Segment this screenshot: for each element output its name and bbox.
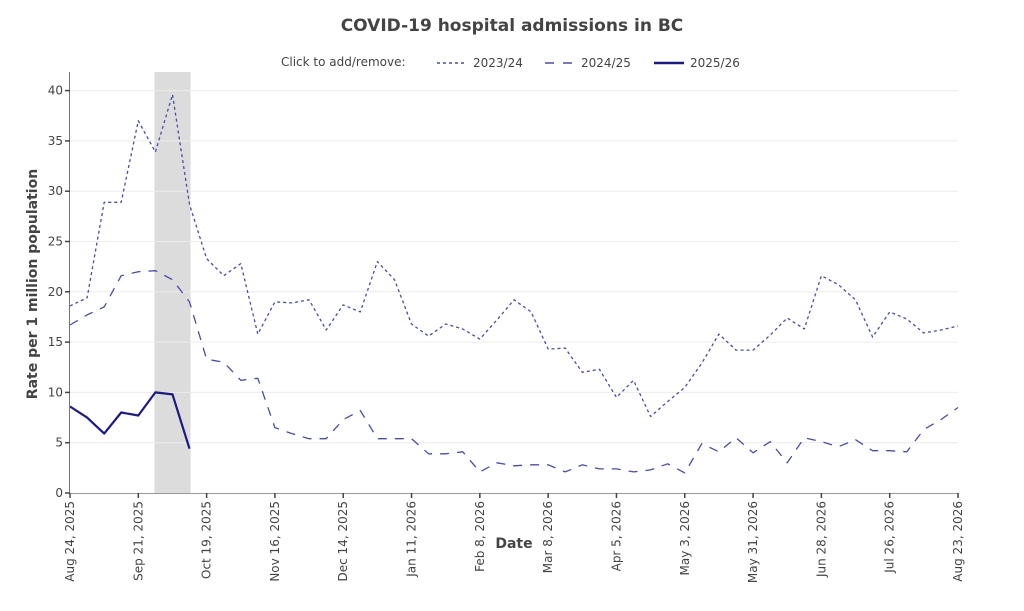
- legend-prefix: Click to add/remove:: [281, 55, 406, 69]
- y-tick-label: 10: [48, 385, 63, 399]
- legend-item-2024-25[interactable]: 2024/25: [545, 56, 631, 70]
- legend: Click to add/remove: 2023/24 2024/25 2025/…: [281, 55, 740, 70]
- series-line-2025-26: [69, 391, 191, 450]
- x-tick-label: May 3, 2026: [678, 501, 692, 575]
- y-tick-label: 0: [55, 486, 63, 500]
- y-tick-label: 20: [48, 285, 63, 299]
- highlight-band: [154, 72, 191, 493]
- series-layer: [69, 93, 959, 474]
- axes: [69, 72, 959, 494]
- highlight-band-layer: [154, 72, 191, 493]
- y-ticks: 0 5 10 15 20 25 30 35 40: [48, 84, 70, 500]
- x-tick-label: Dec 14, 2025: [336, 501, 350, 581]
- y-axis-title: Rate per 1 million population: [25, 169, 41, 399]
- x-tick-label: Oct 19, 2025: [200, 501, 214, 579]
- y-tick-label: 40: [48, 84, 63, 98]
- legend-item-2025-26[interactable]: 2025/26: [654, 56, 740, 70]
- x-tick-label: Jul 26, 2026: [883, 501, 897, 574]
- y-tick-label: 30: [48, 184, 63, 198]
- x-tick-label: Jun 28, 2026: [814, 501, 828, 578]
- legend-label: 2023/24: [473, 56, 523, 70]
- series-line-2024-25: [69, 270, 959, 474]
- x-tick-label: Mar 8, 2026: [541, 501, 555, 573]
- legend-item-2023-24[interactable]: 2023/24: [437, 56, 523, 70]
- legend-label: 2025/26: [690, 56, 740, 70]
- x-axis-title: Date: [495, 536, 532, 552]
- y-tick-label: 15: [48, 335, 63, 349]
- x-tick-label: May 31, 2026: [746, 501, 760, 583]
- x-tick-label: Jan 11, 2026: [405, 501, 419, 578]
- series-line-2023-24: [69, 93, 959, 418]
- x-tick-label: Aug 23, 2026: [951, 501, 965, 582]
- x-tick-label: Nov 16, 2025: [268, 501, 282, 582]
- y-tick-label: 5: [55, 436, 63, 450]
- y-tick-label: 25: [48, 235, 63, 249]
- y-tick-label: 35: [48, 134, 63, 148]
- x-tick-label: Sep 21, 2025: [131, 501, 145, 581]
- x-tick-label: Feb 8, 2026: [473, 501, 487, 572]
- gridlines: [70, 90, 958, 444]
- chart-title: COVID-19 hospital admissions in BC: [341, 16, 684, 36]
- x-ticks: Aug 24, 2025 Sep 21, 2025 Oct 19, 2025 Nov …: [63, 493, 965, 583]
- legend-label: 2024/25: [581, 56, 631, 70]
- x-tick-label: Apr 5, 2026: [609, 501, 623, 571]
- x-tick-label: Aug 24, 2025: [63, 501, 77, 582]
